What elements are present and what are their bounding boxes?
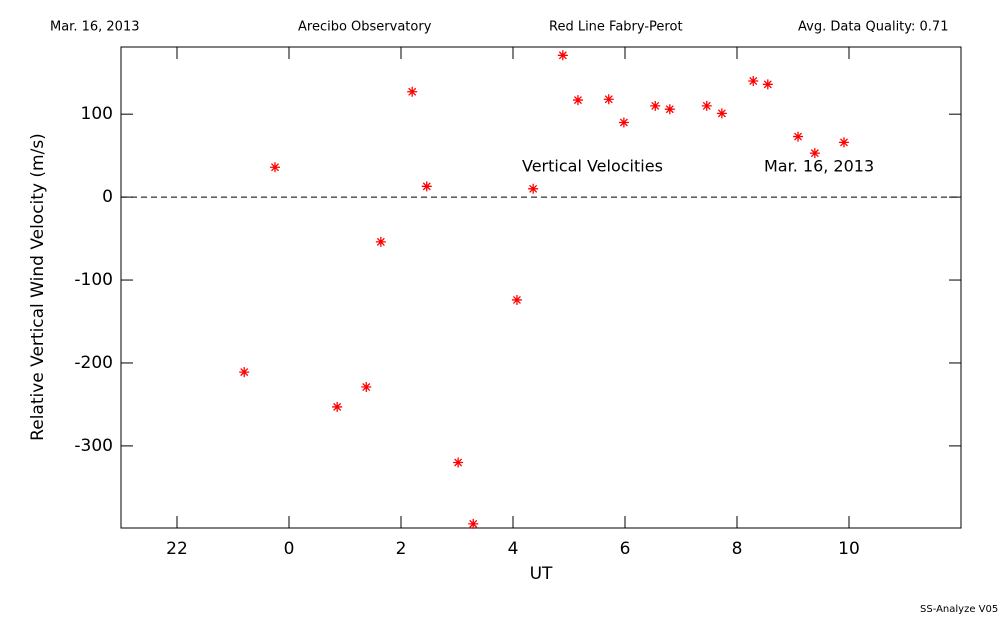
annotation: Vertical Velocities	[522, 157, 663, 176]
x-tick-label: 0	[284, 539, 295, 559]
data-point	[557, 50, 568, 61]
annotation: Mar. 16, 2013	[764, 157, 874, 176]
data-point	[701, 100, 712, 111]
data-point	[762, 79, 773, 90]
data-point	[468, 518, 479, 529]
y-tick-label: -100	[74, 270, 113, 290]
data-point	[748, 76, 759, 87]
data-point	[332, 401, 343, 412]
y-axis-label: Relative Vertical Wind Velocity (m/s)	[28, 133, 48, 441]
data-point	[361, 382, 372, 393]
header-quality: Avg. Data Quality: 0.71	[798, 20, 948, 35]
x-tick-label: 22	[166, 539, 188, 559]
data-point	[407, 86, 418, 97]
plot-frame	[120, 46, 962, 529]
header-date: Mar. 16, 2013	[50, 20, 140, 35]
y-tick-label: 100	[81, 104, 113, 124]
x-tick-label: 8	[732, 539, 743, 559]
data-point	[603, 94, 614, 105]
data-point	[270, 162, 280, 173]
data-point	[838, 137, 849, 148]
data-point	[453, 457, 464, 468]
y-tick-label: -300	[74, 436, 113, 456]
data-point	[650, 100, 661, 111]
data-point	[421, 181, 432, 192]
header-instrument: Red Line Fabry-Perot	[549, 20, 683, 35]
data-point	[239, 367, 250, 378]
x-tick-label: 10	[838, 539, 860, 559]
data-point	[572, 95, 583, 106]
data-point	[528, 183, 539, 194]
x-tick-label: 2	[396, 539, 407, 559]
data-point	[618, 117, 629, 128]
data-point	[511, 294, 522, 305]
data-point	[809, 148, 820, 159]
y-tick-label: 0	[102, 187, 113, 207]
x-axis-label: UT	[530, 564, 553, 584]
data-point	[664, 104, 675, 115]
data-point	[793, 131, 804, 142]
header-site: Arecibo Observatory	[298, 20, 432, 35]
footer: SS-Analyze V05	[920, 604, 998, 615]
y-tick-label: -200	[74, 353, 113, 373]
data-point	[375, 236, 386, 247]
data-point	[716, 108, 727, 119]
x-tick-label: 6	[620, 539, 631, 559]
x-tick-label: 4	[508, 539, 519, 559]
